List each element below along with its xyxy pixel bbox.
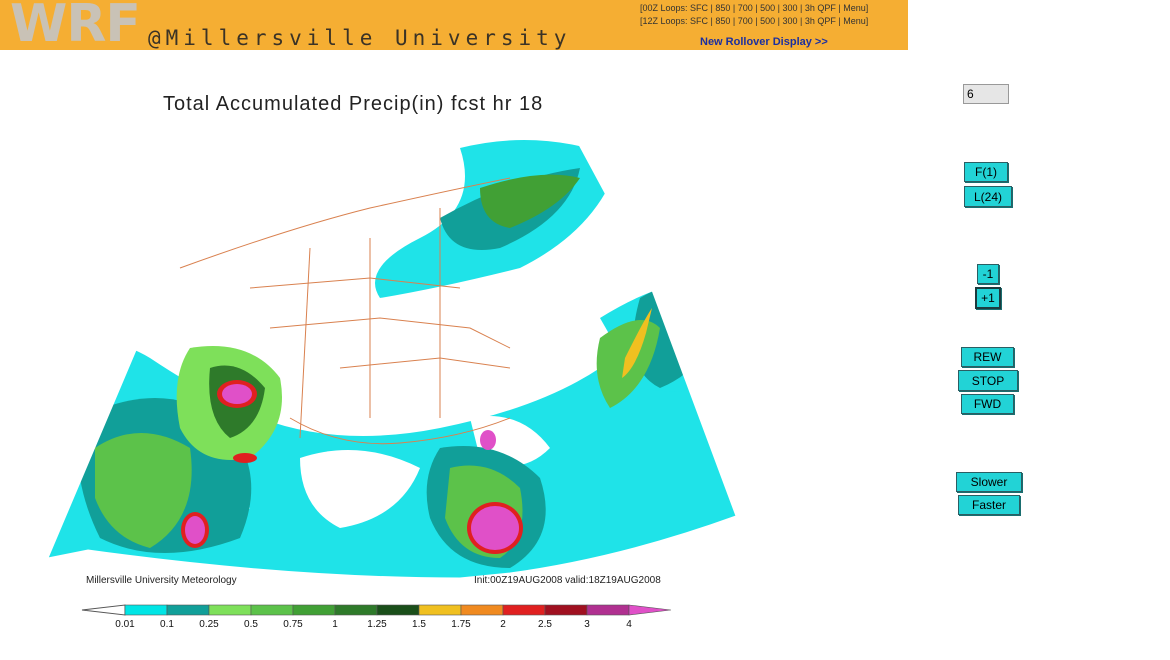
map-credit: Millersville University Meteorology bbox=[86, 575, 237, 586]
loop-separator: | bbox=[708, 16, 716, 26]
loop-separator: | bbox=[775, 3, 783, 13]
faster-button[interactable]: Faster bbox=[958, 495, 1020, 515]
loops-12z-nav: [12Z Loops: SFC | 850 | 700 | 500 | 300 … bbox=[640, 16, 868, 26]
loop-link[interactable]: 3h QPF bbox=[804, 3, 836, 13]
loops-00z-nav: [00Z Loops: SFC | 850 | 700 | 500 | 300 … bbox=[640, 3, 868, 13]
loop-separator: | bbox=[835, 16, 844, 26]
colorbar-label: 2 bbox=[500, 619, 506, 630]
loop-separator: | bbox=[797, 16, 805, 26]
forward-button[interactable]: FWD bbox=[961, 394, 1014, 414]
colorbar-label: 0.75 bbox=[283, 619, 303, 630]
rewind-button[interactable]: REW bbox=[961, 347, 1014, 367]
state-borders bbox=[179, 177, 511, 445]
colorbar-label: 3 bbox=[584, 619, 590, 630]
colorbar-swatch bbox=[124, 604, 168, 616]
colorbar-swatch bbox=[334, 604, 378, 616]
colorbar-label: 1.25 bbox=[367, 619, 387, 630]
loop-link[interactable]: 300 bbox=[782, 3, 798, 13]
colorbar-swatch bbox=[376, 604, 420, 616]
loop-link[interactable]: 3h QPF bbox=[804, 16, 836, 26]
loop-link[interactable]: SFC bbox=[690, 16, 709, 26]
colorbar-labels: 0.01 0.1 0.25 0.5 0.75 1 1.25 1.5 1.75 2 2.5 3 4 bbox=[80, 619, 705, 633]
colorbar-swatch bbox=[208, 604, 252, 616]
rollover-display-link[interactable]: New Rollover Display >> bbox=[700, 36, 828, 48]
colorbar-swatch bbox=[544, 604, 588, 616]
colorbar-swatch bbox=[628, 604, 672, 616]
loop-link[interactable]: 700 bbox=[737, 16, 753, 26]
colorbar-label: 0.1 bbox=[160, 619, 174, 630]
init-valid-time: Init:00Z19AUG2008 valid:18Z19AUG2008 bbox=[474, 575, 661, 586]
loop-link[interactable]: 850 bbox=[715, 16, 731, 26]
wrf-logo: WRF bbox=[10, 0, 141, 54]
precip-map bbox=[47, 127, 737, 579]
loop-link[interactable]: 500 bbox=[760, 3, 776, 13]
loop-separator: | bbox=[730, 3, 738, 13]
step-forward-button[interactable]: +1 bbox=[975, 287, 1001, 309]
colorbar-label: 1.5 bbox=[412, 619, 426, 630]
loops-prefix: [00Z Loops: bbox=[640, 3, 691, 13]
loop-separator: | bbox=[708, 3, 716, 13]
frame-number-input[interactable] bbox=[963, 84, 1009, 104]
colorbar-label: 2.5 bbox=[538, 619, 552, 630]
loop-link[interactable]: 500 bbox=[760, 16, 776, 26]
loop-separator: | bbox=[752, 16, 761, 26]
colorbar-swatch bbox=[166, 604, 210, 616]
colorbar-low-arrow bbox=[81, 604, 126, 616]
stop-button[interactable]: STOP bbox=[958, 370, 1018, 391]
header-banner: WRF @Millersville University [00Z Loops:… bbox=[0, 0, 908, 54]
loop-separator: | bbox=[775, 16, 783, 26]
colorbar-label: 0.5 bbox=[244, 619, 258, 630]
loop-link[interactable]: 300 bbox=[782, 16, 798, 26]
colorbar-label: 1.75 bbox=[451, 619, 471, 630]
colorbar-swatch bbox=[250, 604, 294, 616]
colorbar-label: 4 bbox=[626, 619, 632, 630]
loop-separator: ] bbox=[865, 3, 869, 13]
map-title: Total Accumulated Precip(in) fcst hr 18 bbox=[163, 93, 544, 115]
loop-separator: | bbox=[730, 16, 738, 26]
loop-separator: ] bbox=[865, 16, 869, 26]
colorbar-swatch bbox=[292, 604, 336, 616]
precip-colorbar bbox=[81, 604, 672, 616]
last-frame-button[interactable]: L(24) bbox=[964, 186, 1012, 207]
loop-separator: | bbox=[797, 3, 805, 13]
loop-link[interactable]: 700 bbox=[737, 3, 753, 13]
colorbar-label: 1 bbox=[332, 619, 338, 630]
colorbar-swatch bbox=[502, 604, 546, 616]
loop-link[interactable]: Menu bbox=[843, 16, 866, 26]
colorbar-swatch bbox=[586, 604, 630, 616]
colorbar-swatch bbox=[460, 604, 504, 616]
loops-prefix: [12Z Loops: bbox=[640, 16, 691, 26]
affiliation-text: @Millersville University bbox=[148, 26, 572, 50]
loop-link[interactable]: Menu bbox=[843, 3, 866, 13]
loop-separator: | bbox=[752, 3, 761, 13]
colorbar-swatch bbox=[418, 604, 462, 616]
step-back-button[interactable]: -1 bbox=[977, 264, 999, 284]
colorbar-label: 0.25 bbox=[199, 619, 219, 630]
precip-field bbox=[48, 128, 736, 578]
slower-button[interactable]: Slower bbox=[956, 472, 1022, 492]
loop-link[interactable]: 850 bbox=[715, 3, 731, 13]
loop-separator: | bbox=[835, 3, 844, 13]
loop-link[interactable]: SFC bbox=[690, 3, 709, 13]
first-frame-button[interactable]: F(1) bbox=[964, 162, 1008, 182]
colorbar-label: 0.01 bbox=[115, 619, 135, 630]
